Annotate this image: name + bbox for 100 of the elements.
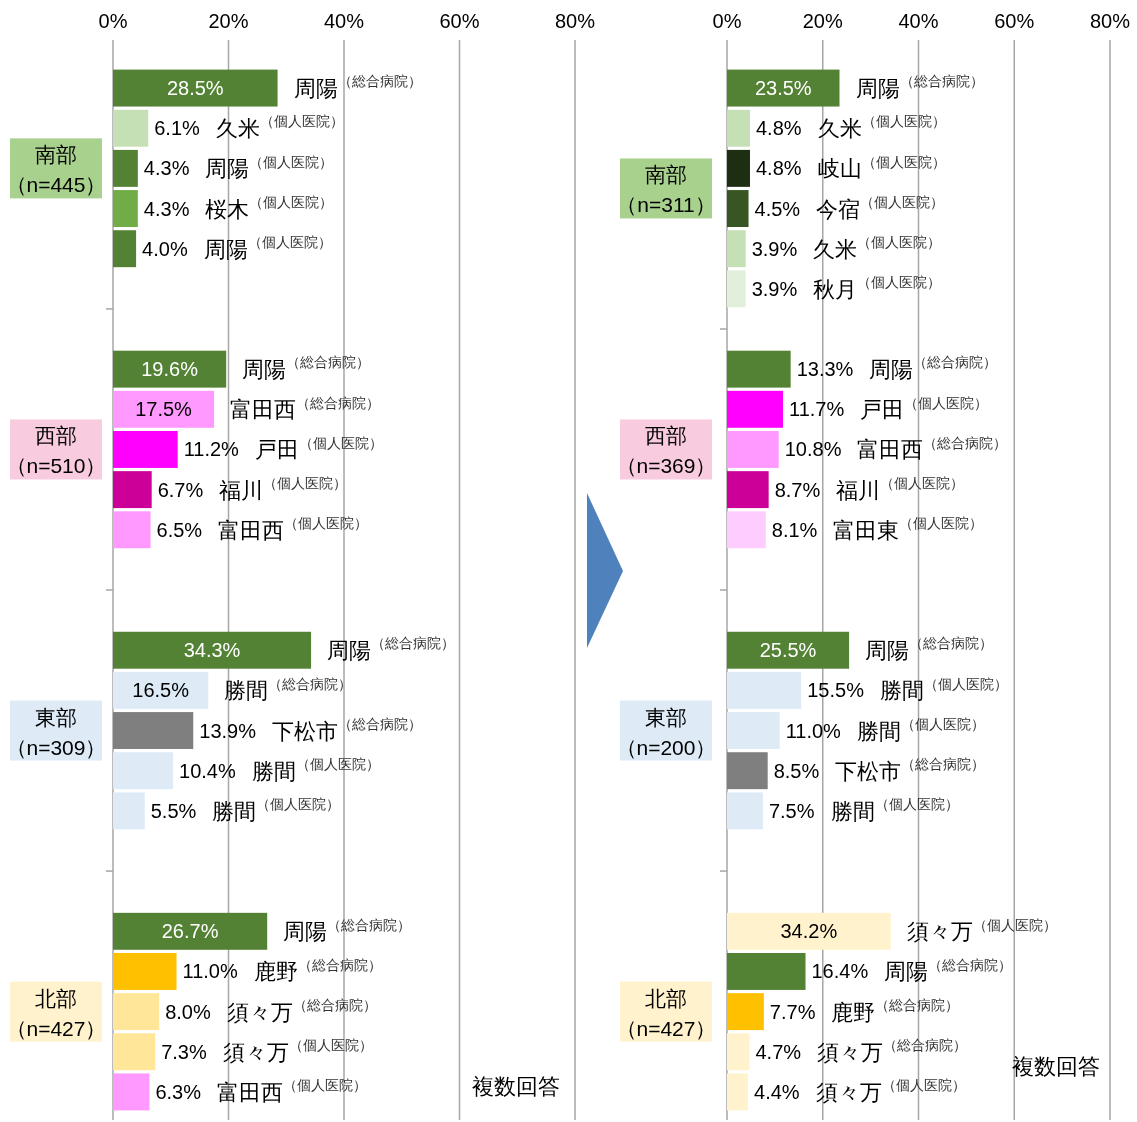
x-tick-label: 40%	[898, 10, 939, 32]
text: 北部（n=427）	[5, 986, 107, 1040]
y-tick-label: 周陽$^{（総合病院）}$	[869, 354, 998, 383]
bar	[113, 752, 174, 790]
text: 北部（n=427）	[615, 986, 717, 1040]
bar	[727, 390, 784, 428]
y-tick-label: 岐山$^{（個人医院）}$	[817, 153, 946, 182]
y-tick-label: 福川$^{（個人医院）}$	[219, 474, 348, 503]
y-tick-label: 富田西$^{（個人医院）}$	[216, 1077, 367, 1105]
bar	[727, 631, 850, 669]
data-label: 4.7%	[755, 1040, 802, 1063]
data-label: 34.2%	[780, 920, 838, 943]
bar	[113, 993, 160, 1031]
y-tick-label: 福川$^{（個人医院）}$	[836, 474, 965, 503]
text: 東部（n=200）	[615, 705, 717, 759]
text: 西部（n=510）	[5, 424, 107, 478]
data-label: 7.7%	[769, 1000, 816, 1023]
y-tick-label: 勝間$^{（個人医院）}$	[856, 715, 985, 744]
data-label: 3.9%	[751, 237, 798, 260]
x-tick-label: 20%	[208, 10, 249, 32]
data-label: 28.5%	[166, 77, 224, 100]
bar	[113, 511, 151, 549]
text: 東部（n=309）	[5, 705, 107, 759]
data-label: 4.5%	[754, 197, 801, 220]
data-label: 19.6%	[141, 358, 199, 381]
y-tick-label: 桜木$^{（個人医院）}$	[205, 193, 334, 222]
bar	[113, 792, 145, 830]
bar	[727, 69, 840, 107]
y-tick-label: 勝間$^{（個人医院）}$	[879, 675, 1008, 704]
bar	[113, 109, 149, 147]
y-tick-label: 周陽$^{（総合病院）}$	[865, 635, 994, 664]
bar	[727, 993, 764, 1031]
data-label: 26.7%	[161, 920, 219, 943]
bar	[113, 1073, 150, 1111]
y-tick-label: 周陽$^{（総合病院）}$	[283, 916, 412, 945]
y-tick-label: 下松市$^{（総合病院）}$	[835, 755, 986, 784]
data-label: 4.3%	[143, 197, 190, 220]
y-tick-label: 須々万$^{（総合病院）}$	[817, 1036, 968, 1065]
data-label: 13.3%	[796, 358, 854, 381]
data-label: 4.3%	[143, 157, 190, 180]
data-label: 8.7%	[774, 478, 821, 501]
data-label: 16.4%	[811, 960, 869, 983]
y-tick-label: 勝間$^{（個人医院）}$	[251, 755, 380, 784]
data-label: 25.5%	[759, 639, 817, 662]
bar	[727, 912, 891, 950]
y-tick-label: 久米$^{（個人医院）}$	[813, 233, 942, 262]
bar	[727, 712, 780, 750]
bar	[727, 671, 802, 709]
y-tick-label: 須々万$^{（個人医院）}$	[815, 1077, 966, 1105]
bar	[727, 230, 746, 268]
bar	[727, 350, 791, 388]
bar	[113, 1033, 156, 1071]
data-label: 6.7%	[157, 478, 204, 501]
y-tick-label: 富田東$^{（個人医院）}$	[833, 514, 984, 543]
x-tick-label: 0%	[98, 10, 128, 32]
y-tick-label: 久米$^{（個人医院）}$	[817, 113, 946, 142]
bar	[113, 350, 227, 388]
data-label: 17.5%	[135, 398, 193, 421]
data-label: 7.3%	[161, 1040, 207, 1063]
bar	[727, 792, 763, 830]
annotation: 複数回答	[472, 1074, 560, 1099]
y-tick-label: 勝間$^{（総合病院）}$	[224, 675, 353, 704]
data-label: 4.8%	[755, 157, 802, 180]
y-tick-label: 周陽$^{（個人医院）}$	[203, 233, 332, 262]
data-label: 6.5%	[156, 518, 203, 541]
y-tick-label: 富田西$^{（総合病院）}$	[230, 394, 381, 423]
bar	[113, 912, 268, 950]
bar	[113, 190, 138, 228]
bar	[113, 631, 312, 669]
data-label: 4.4%	[754, 1080, 800, 1103]
annotation: 複数回答	[1012, 1054, 1100, 1079]
bar	[727, 952, 806, 990]
y-tick-label: 須々万$^{（個人医院）}$	[222, 1036, 373, 1065]
data-label: 16.5%	[132, 679, 190, 702]
bar	[113, 430, 178, 468]
data-label: 11.0%	[182, 960, 238, 983]
y-tick-label: 富田西$^{（個人医院）}$	[218, 514, 369, 543]
data-label: 10.8%	[784, 438, 842, 461]
x-tick-label: 20%	[802, 10, 843, 32]
bar	[113, 230, 137, 268]
text: 西部（n=369）	[615, 424, 717, 478]
y-tick-label: 戸田$^{（個人医院）}$	[860, 394, 989, 423]
bar	[727, 752, 768, 790]
text: 南部（n=311）	[616, 163, 716, 217]
data-label: 8.5%	[773, 759, 820, 782]
bar	[113, 471, 152, 509]
bar	[113, 952, 177, 990]
y-tick-label: 下松市$^{（総合病院）}$	[271, 715, 422, 744]
data-label: 6.3%	[155, 1080, 202, 1103]
data-label: 11.2%	[183, 438, 240, 461]
bar	[727, 430, 779, 468]
y-tick-label: 秋月$^{（個人医院）}$	[813, 274, 942, 302]
data-label: 10.4%	[179, 759, 236, 782]
data-label: 3.9%	[751, 277, 798, 300]
y-tick-label: 周陽$^{（総合病院）}$	[855, 73, 984, 102]
y-tick-label: 周陽$^{（総合病院）}$	[884, 956, 1013, 985]
y-tick-label: 周陽$^{（総合病院）}$	[327, 635, 456, 664]
bar	[113, 69, 278, 107]
y-tick-label: 今宿$^{（個人医院）}$	[816, 193, 945, 222]
data-label: 8.0%	[165, 1000, 211, 1023]
